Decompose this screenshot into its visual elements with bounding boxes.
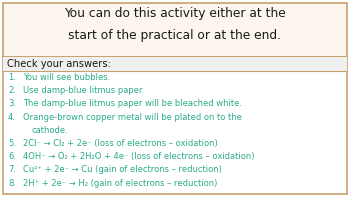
- Text: start of the practical or at the end.: start of the practical or at the end.: [69, 29, 281, 42]
- Text: 4OH⁻ → O₂ + 2H₂O + 4e⁻ (loss of electrons – oxidation): 4OH⁻ → O₂ + 2H₂O + 4e⁻ (loss of electron…: [23, 152, 254, 161]
- Text: 1.: 1.: [8, 73, 16, 82]
- Text: You can do this activity either at the: You can do this activity either at the: [64, 7, 286, 20]
- Text: 2H⁺ + 2e⁻ → H₂ (gain of electrons – reduction): 2H⁺ + 2e⁻ → H₂ (gain of electrons – redu…: [23, 179, 217, 188]
- Text: Orange-brown copper metal will be plated on to the: Orange-brown copper metal will be plated…: [23, 113, 242, 122]
- Text: 4.: 4.: [8, 113, 16, 122]
- Bar: [3, 57, 347, 194]
- Text: The damp-blue litmus paper will be bleached white.: The damp-blue litmus paper will be bleac…: [23, 99, 242, 108]
- Text: 2Cl⁻ → Cl₂ + 2e⁻ (loss of electrons – oxidation): 2Cl⁻ → Cl₂ + 2e⁻ (loss of electrons – ox…: [23, 139, 218, 148]
- Text: Cu²⁺ + 2e⁻ → Cu (gain of electrons – reduction): Cu²⁺ + 2e⁻ → Cu (gain of electrons – red…: [23, 165, 222, 174]
- Text: 2.: 2.: [8, 86, 16, 95]
- Text: 5.: 5.: [8, 139, 16, 148]
- Text: You will see bubbles.: You will see bubbles.: [23, 73, 110, 82]
- Text: 7.: 7.: [8, 165, 16, 174]
- Bar: [3, 3, 347, 57]
- Text: cathode.: cathode.: [31, 126, 68, 135]
- Text: Use damp-blue litmus paper.: Use damp-blue litmus paper.: [23, 86, 144, 95]
- Text: Check your answers:: Check your answers:: [7, 59, 111, 69]
- Text: 8.: 8.: [8, 179, 16, 188]
- Text: 3.: 3.: [8, 99, 16, 108]
- Text: 6.: 6.: [8, 152, 16, 161]
- Bar: [3, 57, 347, 71]
